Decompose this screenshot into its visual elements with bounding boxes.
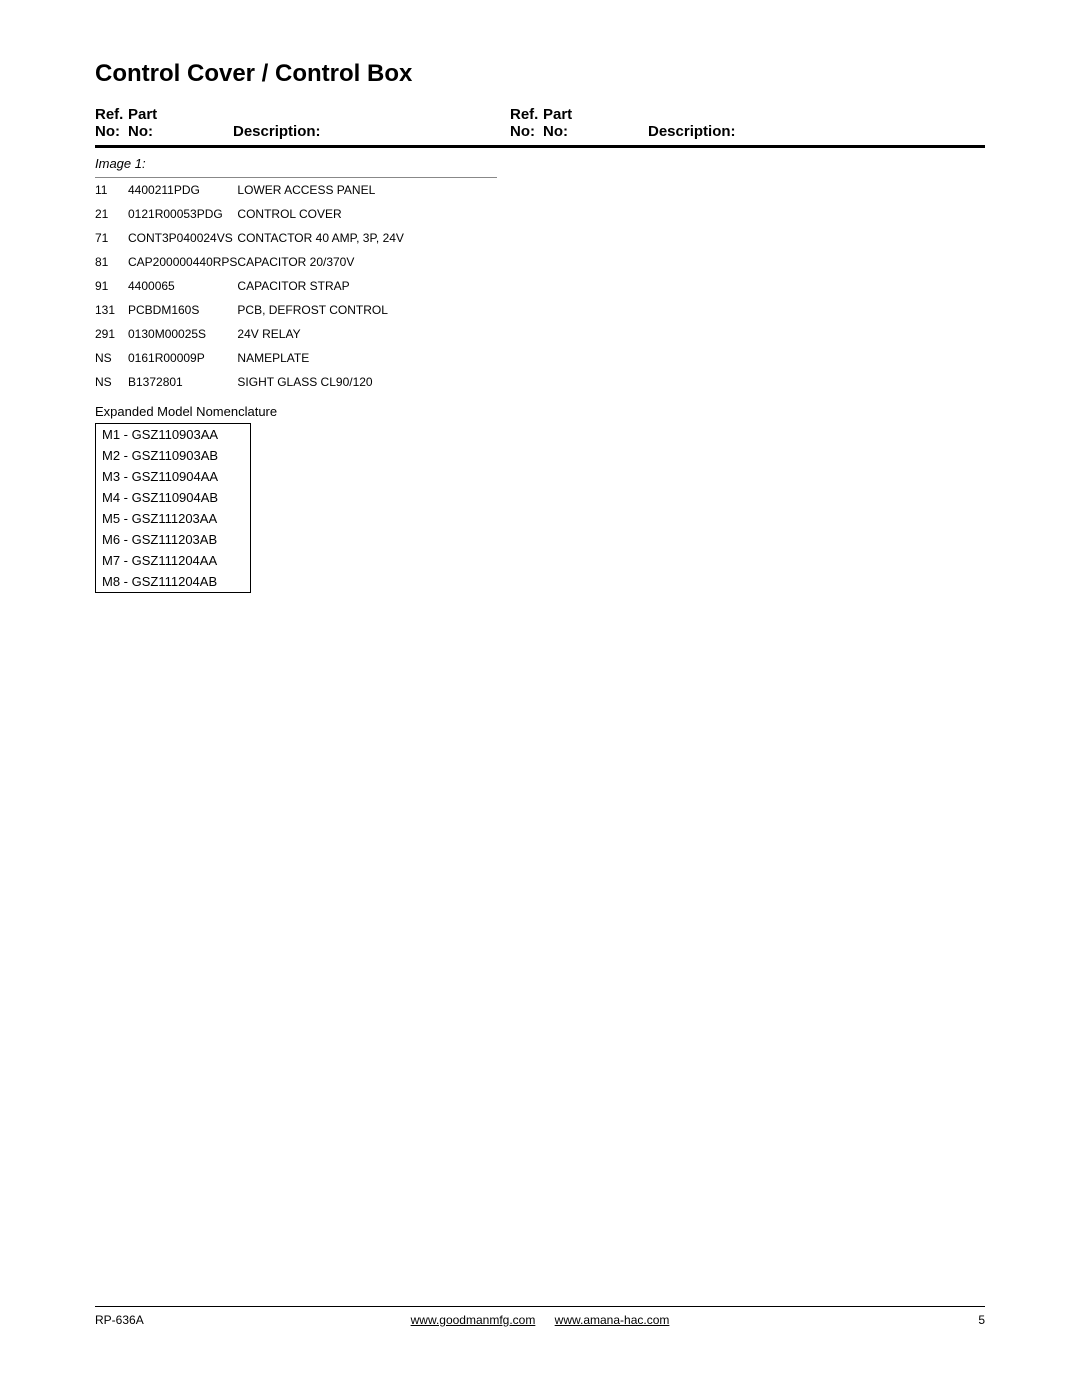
cell-part-no: CAP200000440RPS <box>128 250 237 274</box>
model-item: M4 - GSZ110904AB <box>96 487 250 508</box>
header-description: Description: <box>233 106 510 141</box>
cell-description: CONTROL COVER <box>237 202 497 226</box>
model-item: M5 - GSZ111203AA <box>96 508 250 529</box>
cell-description: CONTACTOR 40 AMP, 3P, 24V <box>237 226 497 250</box>
cell-part-no: B1372801 <box>128 370 237 394</box>
table-row: 210121R00053PDGCONTROL COVER <box>95 202 497 226</box>
header-ref-no: Ref. No: <box>95 106 128 141</box>
header-group-left: Ref. No: Part No: Description: <box>95 106 510 141</box>
cell-part-no: 0161R00009P <box>128 346 237 370</box>
table-row: NS0161R00009PNAMEPLATE <box>95 346 497 370</box>
footer-link-2[interactable]: www.amana-hac.com <box>555 1313 670 1327</box>
model-item: M3 - GSZ110904AA <box>96 466 250 487</box>
header-part-no: Part No: <box>128 106 233 141</box>
footer-links: www.goodmanmfg.com www.amana-hac.com <box>95 1313 985 1327</box>
model-item: M8 - GSZ111204AB <box>96 571 250 592</box>
cell-part-no: 0121R00053PDG <box>128 202 237 226</box>
header-part-line1-2: Part <box>543 106 572 123</box>
cell-part-no: 4400211PDG <box>128 177 237 202</box>
table-row: 81CAP200000440RPSCAPACITOR 20/370V <box>95 250 497 274</box>
header-ref-line1-2: Ref. <box>510 106 538 123</box>
table-row: 914400065CAPACITOR STRAP <box>95 274 497 298</box>
header-part-no-2: Part No: <box>543 106 648 141</box>
header-part-line2: No: <box>128 123 153 140</box>
table-header-row: Ref. No: Part No: Description: Ref. No: … <box>95 106 985 148</box>
cell-ref-no: NS <box>95 370 128 394</box>
model-item: M2 - GSZ110903AB <box>96 445 250 466</box>
cell-description: NAMEPLATE <box>237 346 497 370</box>
parts-table: 114400211PDGLOWER ACCESS PANEL210121R000… <box>95 177 497 394</box>
cell-ref-no: 21 <box>95 202 128 226</box>
document-page: Control Cover / Control Box Ref. No: Par… <box>0 0 1080 1397</box>
cell-ref-no: 291 <box>95 322 128 346</box>
page-title: Control Cover / Control Box <box>95 60 985 88</box>
image-label: Image 1: <box>95 156 985 171</box>
cell-description: PCB, DEFROST CONTROL <box>237 298 497 322</box>
cell-part-no: CONT3P040024VS <box>128 226 237 250</box>
table-row: 114400211PDGLOWER ACCESS PANEL <box>95 177 497 202</box>
model-item: M1 - GSZ110903AA <box>96 424 250 445</box>
header-description-2: Description: <box>648 106 985 141</box>
cell-part-no: PCBDM160S <box>128 298 237 322</box>
nomenclature-label: Expanded Model Nomenclature <box>95 404 985 419</box>
header-part-line1: Part <box>128 106 157 123</box>
header-ref-line2-2: No: <box>510 123 535 140</box>
cell-ref-no: 91 <box>95 274 128 298</box>
footer-link-1[interactable]: www.goodmanmfg.com <box>411 1313 536 1327</box>
cell-description: LOWER ACCESS PANEL <box>237 177 497 202</box>
header-part-line2-2: No: <box>543 123 568 140</box>
cell-part-no: 4400065 <box>128 274 237 298</box>
table-row: 2910130M00025S24V RELAY <box>95 322 497 346</box>
header-ref-no-2: Ref. No: <box>510 106 543 141</box>
page-footer: RP-636A www.goodmanmfg.com www.amana-hac… <box>95 1306 985 1327</box>
model-item: M7 - GSZ111204AA <box>96 550 250 571</box>
header-group-right: Ref. No: Part No: Description: <box>510 106 985 141</box>
header-ref-line2: No: <box>95 123 120 140</box>
cell-description: 24V RELAY <box>237 322 497 346</box>
table-row: 71CONT3P040024VSCONTACTOR 40 AMP, 3P, 24… <box>95 226 497 250</box>
cell-part-no: 0130M00025S <box>128 322 237 346</box>
cell-ref-no: NS <box>95 346 128 370</box>
model-item: M6 - GSZ111203AB <box>96 529 250 550</box>
cell-ref-no: 81 <box>95 250 128 274</box>
models-box: M1 - GSZ110903AAM2 - GSZ110903ABM3 - GSZ… <box>95 423 251 593</box>
cell-ref-no: 131 <box>95 298 128 322</box>
cell-description: SIGHT GLASS CL90/120 <box>237 370 497 394</box>
table-row: NSB1372801SIGHT GLASS CL90/120 <box>95 370 497 394</box>
cell-ref-no: 71 <box>95 226 128 250</box>
cell-description: CAPACITOR STRAP <box>237 274 497 298</box>
table-row: 131PCBDM160SPCB, DEFROST CONTROL <box>95 298 497 322</box>
cell-ref-no: 11 <box>95 177 128 202</box>
header-ref-line1: Ref. <box>95 106 123 123</box>
cell-description: CAPACITOR 20/370V <box>237 250 497 274</box>
